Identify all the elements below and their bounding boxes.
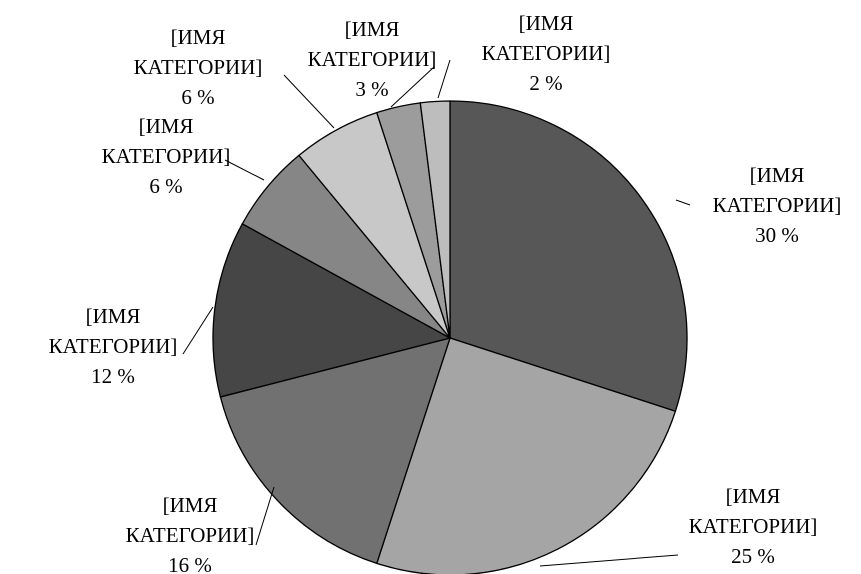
- pie-slice-3: [219, 337, 451, 565]
- data-label-3: [ИМЯ КАТЕГОРИИ] 16 %: [126, 493, 255, 574]
- category-label-line: [ИМЯ: [171, 25, 226, 49]
- leader-line-8: [437, 59, 451, 99]
- percent-label: 6 %: [149, 174, 182, 198]
- pie-slice-2: [375, 337, 677, 574]
- pie-slices: [212, 100, 688, 574]
- category-label-line: КАТЕГОРИИ]: [49, 334, 178, 358]
- percent-label: 16 %: [168, 553, 212, 574]
- data-label-7: [ИМЯ КАТЕГОРИИ] 3 %: [308, 17, 437, 101]
- leader-line-2: [539, 554, 679, 567]
- percent-label: 6 %: [181, 85, 214, 109]
- category-label-line: [ИМЯ: [519, 11, 574, 35]
- leader-line-1: [675, 199, 691, 206]
- percent-label: 12 %: [91, 364, 135, 388]
- category-label-line: КАТЕГОРИИ]: [482, 41, 611, 65]
- data-labels: [ИМЯ КАТЕГОРИИ] 30 %[ИМЯ КАТЕГОРИИ] 25 %[ИМЯ…: [49, 11, 842, 574]
- data-label-8: [ИМЯ КАТЕГОРИИ] 2 %: [482, 11, 611, 95]
- data-label-6: [ИМЯ КАТЕГОРИИ] 6 %: [134, 25, 263, 109]
- leader-lines: [182, 59, 691, 567]
- category-label-line: КАТЕГОРИИ]: [134, 55, 263, 79]
- leader-line-5: [224, 159, 265, 181]
- category-label-line: [ИМЯ: [750, 163, 805, 187]
- percent-label: 3 %: [355, 77, 388, 101]
- category-label-line: [ИМЯ: [139, 114, 194, 138]
- pie-slice-8: [419, 100, 451, 339]
- pie-slice-4: [212, 222, 452, 398]
- leader-line-7: [390, 66, 435, 108]
- category-label-line: [ИМЯ: [163, 493, 218, 517]
- leader-line-4: [182, 306, 214, 355]
- data-label-2: [ИМЯ КАТЕГОРИИ] 25 %: [689, 484, 818, 568]
- pie-slice-1: [449, 100, 688, 413]
- percent-label: 30 %: [755, 223, 799, 247]
- leader-line-3: [255, 486, 275, 546]
- category-label-line: КАТЕГОРИИ]: [126, 523, 255, 547]
- category-label-line: [ИМЯ: [345, 17, 400, 41]
- category-label-line: [ИМЯ: [86, 304, 141, 328]
- percent-label: 2 %: [529, 71, 562, 95]
- data-label-5: [ИМЯ КАТЕГОРИИ] 6 %: [102, 114, 231, 198]
- leader-line-6: [283, 74, 335, 129]
- category-label-line: КАТЕГОРИИ]: [102, 144, 231, 168]
- category-label-line: КАТЕГОРИИ]: [713, 193, 842, 217]
- data-label-4: [ИМЯ КАТЕГОРИИ] 12 %: [49, 304, 178, 388]
- data-label-1: [ИМЯ КАТЕГОРИИ] 30 %: [713, 163, 842, 247]
- category-label-line: КАТЕГОРИИ]: [308, 47, 437, 71]
- category-label-line: КАТЕГОРИИ]: [689, 514, 818, 538]
- percent-label: 25 %: [731, 544, 775, 568]
- category-label-line: [ИМЯ: [726, 484, 781, 508]
